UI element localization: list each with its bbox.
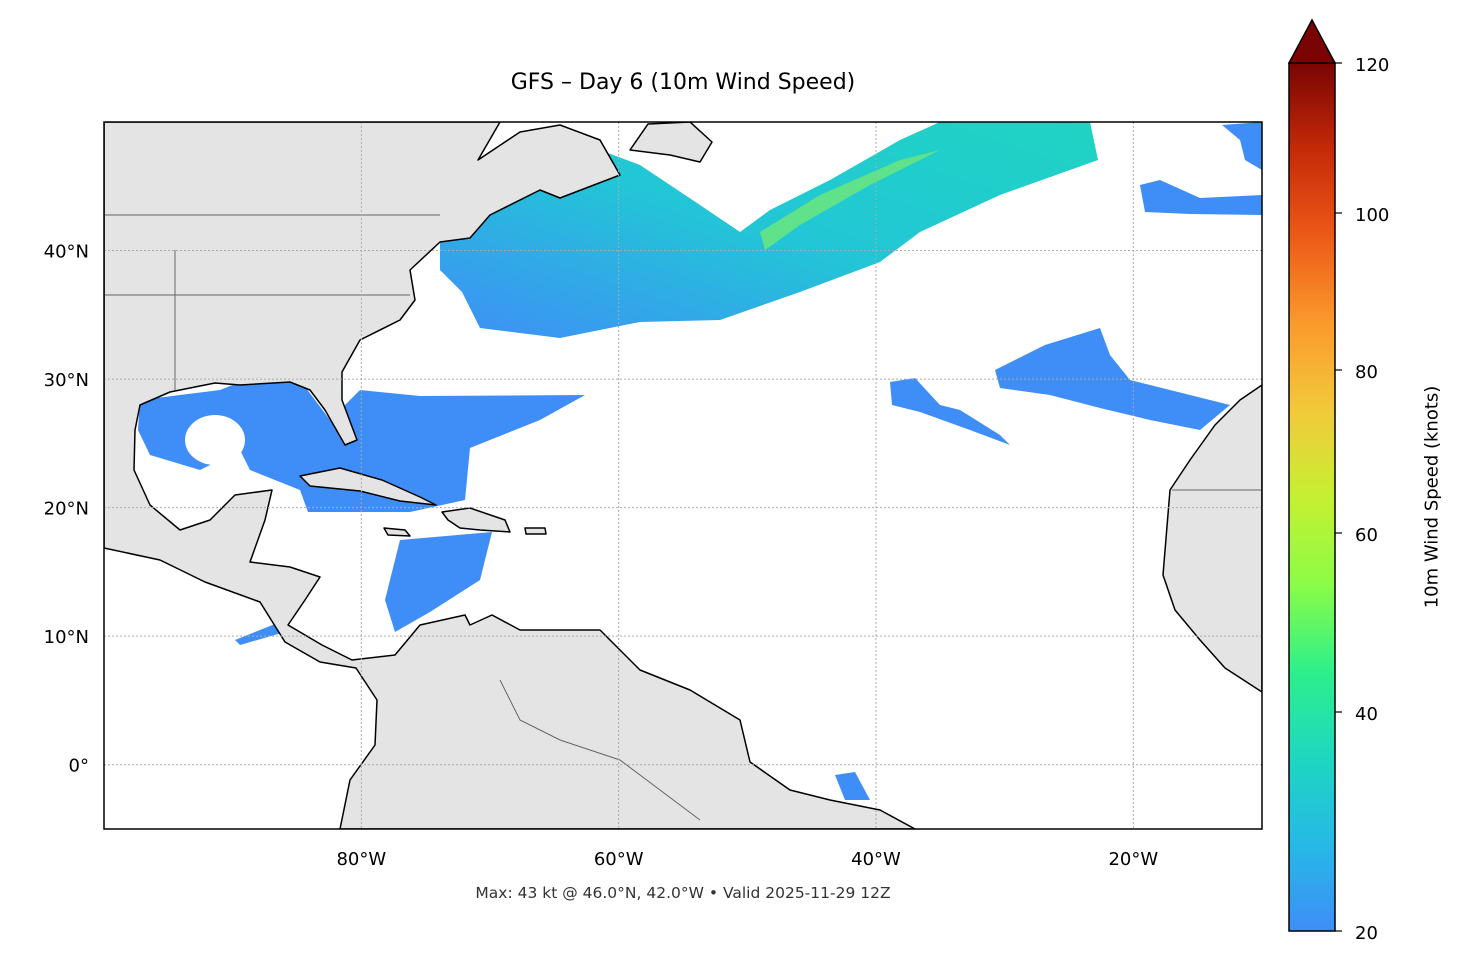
land [104,122,1262,829]
calm-area [185,415,245,465]
border-south-america [499,679,701,821]
y-tick-label: 10°N [44,627,89,648]
colorbar-label: 10m Wind Speed (knots) [1421,385,1443,609]
colorbar-tick-label: 100 [1355,205,1389,226]
x-tick-label: 20°W [1108,849,1158,870]
wind-region-equatorial [835,772,870,800]
y-tick-label: 40°N [44,242,89,263]
x-tick-label: 40°W [851,849,901,870]
wind-region-east-atlantic-1 [890,378,1010,445]
colorbar-tick-label: 60 [1355,525,1378,546]
land-africa [1162,384,1262,693]
y-tick-label: 30°N [44,370,89,391]
land-jamaica [383,527,411,537]
gridlines [104,122,1262,829]
y-tick-label: 0° [69,756,89,777]
x-tick-label: 80°W [336,849,386,870]
wind-region-east-atlantic-3 [1140,180,1262,215]
colorbar-bar [1288,62,1336,932]
chart-title: GFS – Day 6 (10m Wind Speed) [510,70,856,95]
wind-region-pacific [235,622,285,645]
wind-region-northeast [1222,122,1262,170]
land-puerto-rico [524,527,547,535]
x-tick-label: 60°W [594,849,644,870]
colorbar-extend-arrow [1287,18,1337,64]
land-americas [104,122,916,829]
land-hispaniola [441,507,511,533]
map-layers [104,122,1262,829]
land-cuba [299,467,437,506]
plot-frame [103,121,1263,830]
wind-max-streak [760,150,940,250]
colorbar-tick-label: 20 [1355,923,1378,944]
y-tick-label: 20°N [44,499,89,520]
wind-region-caribbean [385,532,492,632]
colorbar-tick-label: 40 [1355,704,1378,725]
footer-caption: Max: 43 kt @ 46.0°N, 42.0°W • Valid 2025… [475,884,891,902]
colorbar-tick-label: 120 [1355,55,1389,76]
wind-region-gulf [138,378,585,512]
colorbar-tick-label: 80 [1355,362,1378,383]
colorbar [1287,18,1342,932]
land-newfoundland [629,122,713,163]
